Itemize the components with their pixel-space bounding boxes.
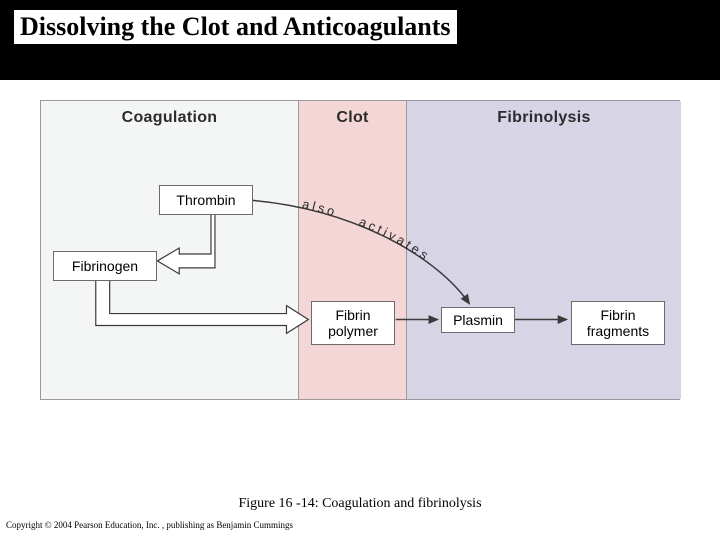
node-label: Fibrin fragments (578, 307, 658, 339)
column-fibrinolysis: Fibrinolysis (407, 101, 681, 399)
node-fibrin-polymer: Fibrin polymer (311, 301, 395, 345)
node-label: Thrombin (176, 192, 235, 208)
column-coagulation: Coagulation (41, 101, 299, 399)
column-header-fibrinolysis: Fibrinolysis (407, 109, 681, 127)
node-label: Fibrinogen (72, 258, 138, 274)
node-fibrinogen: Fibrinogen (53, 251, 157, 281)
column-header-coagulation: Coagulation (41, 109, 298, 127)
node-thrombin: Thrombin (159, 185, 253, 215)
figure-caption: Figure 16 -14: Coagulation and fibrinoly… (0, 496, 720, 512)
column-header-clot: Clot (299, 109, 406, 127)
node-label: Plasmin (453, 312, 503, 328)
slide-title: Dissolving the Clot and Anticoagulants (14, 10, 457, 44)
node-fibrin-fragments: Fibrin fragments (571, 301, 665, 345)
title-bar: Dissolving the Clot and Anticoagulants (0, 0, 720, 80)
diagram-area: Coagulation Clot Fibrinolysis also (40, 100, 680, 400)
column-clot: Clot (299, 101, 407, 399)
node-plasmin: Plasmin (441, 307, 515, 333)
copyright-text: Copyright © 2004 Pearson Education, Inc.… (6, 520, 293, 530)
node-label: Fibrin polymer (318, 307, 388, 339)
